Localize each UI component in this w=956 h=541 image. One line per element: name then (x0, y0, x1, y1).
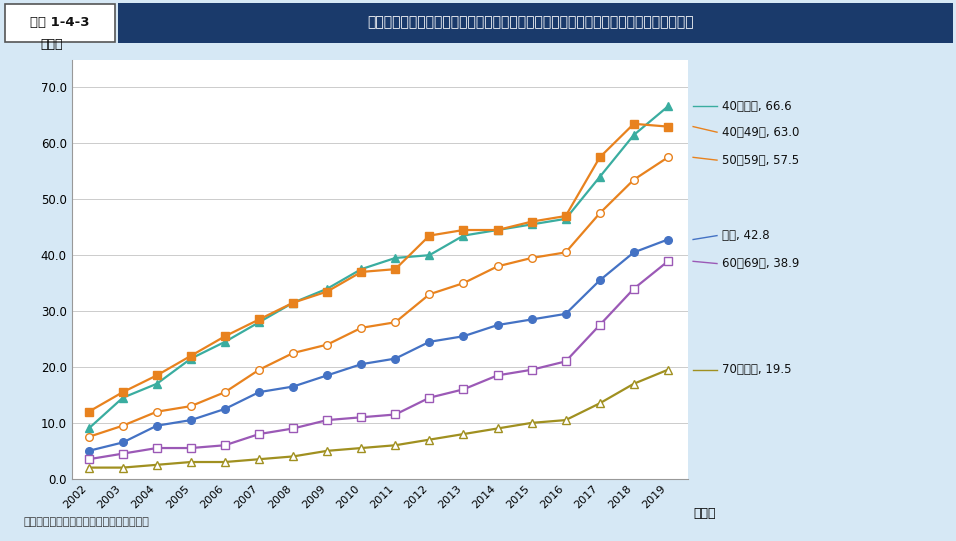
Text: 資料：総務省統計局「家計消費状況調査」: 資料：総務省統計局「家計消費状況調査」 (24, 518, 150, 527)
Text: 40－49歳, 63.0: 40－49歳, 63.0 (722, 126, 799, 138)
Text: 平均, 42.8: 平均, 42.8 (722, 229, 770, 242)
Text: 50－59歳, 57.5: 50－59歳, 57.5 (722, 154, 799, 167)
Text: （％）: （％） (41, 38, 63, 51)
Text: 60－69歳, 38.9: 60－69歳, 38.9 (722, 257, 799, 270)
Text: ネットショッピングをした世帯割合の推移　（二人以上の世帯・世帯主の年齢階級別）: ネットショッピングをした世帯割合の推移 （二人以上の世帯・世帯主の年齢階級別） (367, 15, 694, 29)
FancyBboxPatch shape (5, 4, 115, 42)
Text: （年）: （年） (693, 507, 716, 520)
Text: 40歳未満, 66.6: 40歳未満, 66.6 (722, 100, 792, 113)
Bar (118, 3, 953, 43)
Text: 図表 1-4-3: 図表 1-4-3 (30, 16, 89, 29)
Text: 70歳以上, 19.5: 70歳以上, 19.5 (722, 363, 792, 377)
